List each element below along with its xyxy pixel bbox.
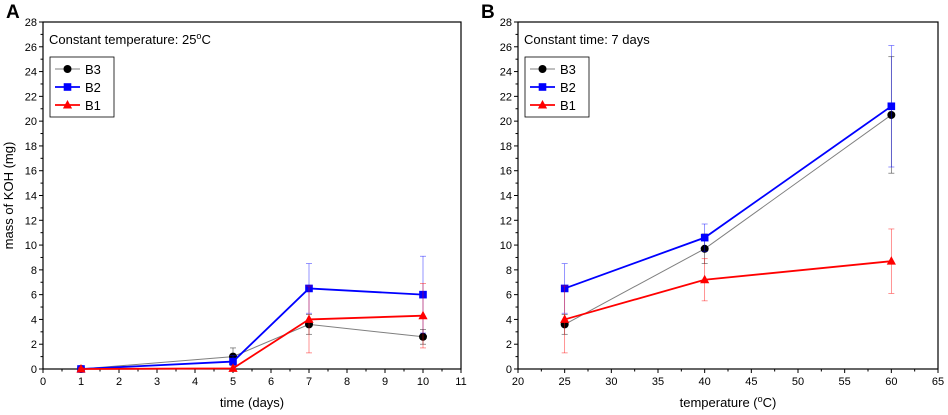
legend-label: B3: [85, 62, 101, 77]
legend-marker: [63, 83, 72, 91]
y-tick-label: 14: [25, 191, 37, 203]
x-tick-label: 6: [268, 376, 274, 388]
y-tick-label: 8: [506, 265, 512, 277]
legend: B3 B2 B1: [49, 56, 115, 118]
y-tick-label: 0: [31, 364, 37, 376]
x-tick-label: 55: [839, 376, 851, 388]
data-point-b2: [887, 102, 896, 111]
x-tick-label: 11: [455, 376, 466, 388]
x-tick-label: 5: [230, 376, 236, 388]
x-tick-label: 20: [512, 376, 524, 388]
y-tick-label: 14: [500, 191, 512, 203]
series-b3: [560, 56, 896, 335]
series-b1: [76, 283, 428, 373]
y-tick-label: 16: [25, 166, 37, 178]
y-tick-label: 28: [500, 17, 512, 29]
legend-label: B2: [560, 80, 576, 95]
x-tick-label: 1: [78, 376, 84, 388]
legend-marker: [538, 83, 547, 91]
data-point-b1: [700, 274, 710, 284]
y-tick-label: 20: [25, 116, 37, 128]
legend: B3 B2 B1: [524, 56, 590, 118]
x-tick-label: 0: [40, 376, 46, 388]
x-tick-label: 8: [344, 376, 350, 388]
legend-marker: [62, 100, 73, 109]
y-tick-label: 22: [500, 91, 512, 103]
x-tick-label: 3: [154, 376, 160, 388]
data-point-b2: [229, 357, 237, 366]
x-tick-label: 65: [932, 376, 944, 388]
y-tick-label: 0: [506, 364, 512, 376]
data-point-b1: [76, 364, 86, 373]
data-point-b1: [886, 256, 896, 265]
legend-label: B2: [85, 80, 101, 95]
x-tick-label: 60: [885, 376, 897, 388]
x-tick-label: 9: [382, 376, 388, 388]
legend-label: B1: [560, 98, 576, 113]
legend-label: B1: [85, 98, 101, 113]
y-tick-label: 24: [500, 67, 512, 79]
x-tick-label: 2: [116, 376, 122, 388]
y-tick-label: 6: [31, 290, 37, 302]
y-tick-label: 16: [500, 166, 512, 178]
legend-marker: [537, 100, 548, 109]
panel-annotation: Constant time: 7 days: [524, 32, 650, 47]
x-tick-label: 4: [192, 376, 198, 388]
data-point-b1: [560, 314, 570, 323]
x-tick-label: 50: [792, 376, 804, 388]
legend-label: B3: [560, 62, 576, 77]
x-tick-label: 40: [699, 376, 711, 388]
y-tick-label: 10: [500, 240, 512, 252]
x-tick-label: 10: [417, 376, 429, 388]
y-tick-label: 10: [25, 240, 37, 252]
series-b1: [560, 228, 896, 354]
y-tick-label: 26: [25, 42, 37, 54]
y-tick-label: 28: [25, 17, 37, 29]
series-line-b2: [564, 105, 892, 290]
series-line-b2: [80, 287, 424, 370]
series-b2: [560, 45, 896, 314]
data-point-b2: [700, 233, 709, 242]
x-axis-label: time (days): [220, 395, 284, 410]
y-tick-label: 6: [506, 290, 512, 302]
y-tick-label: 24: [25, 67, 37, 79]
x-tick-label: 35: [652, 376, 664, 388]
chart-panel-a: A0 1 2 3 4 5 6 7 8 9 10 110246810121416182022242628…: [1, 2, 467, 410]
x-tick-label: 7: [306, 376, 312, 388]
data-point-b1: [304, 314, 314, 323]
y-tick-label: 26: [500, 42, 512, 54]
x-tick-label: 30: [605, 376, 617, 388]
y-tick-label: 22: [25, 91, 37, 103]
y-tick-label: 2: [31, 339, 37, 351]
y-tick-label: 12: [25, 215, 37, 227]
panel-annotation: Constant temperature: 25oC: [49, 31, 211, 47]
series-line-b1: [80, 314, 424, 370]
y-tick-label: 4: [31, 314, 37, 326]
panel-letter: A: [6, 2, 20, 23]
y-axis-label: mass of KOH (mg): [1, 142, 16, 250]
x-tick-label: 25: [559, 376, 571, 388]
legend-marker: [538, 65, 547, 73]
y-tick-label: 18: [500, 141, 512, 153]
legend-marker: [63, 65, 72, 73]
y-tick-label: 2: [506, 339, 512, 351]
y-tick-label: 8: [31, 265, 37, 277]
chart-panel-b: B20 25 30 35 40 45 50 55 60 650246810121416182022…: [481, 2, 944, 410]
series-line-b3: [80, 323, 424, 370]
panel-letter: B: [481, 2, 495, 23]
x-axis-label: temperature (oC): [680, 394, 777, 410]
y-tick-label: 18: [25, 141, 37, 153]
y-tick-label: 12: [500, 215, 512, 227]
y-tick-label: 20: [500, 116, 512, 128]
x-tick-label: 45: [745, 376, 757, 388]
data-point-b1: [228, 363, 238, 372]
data-point-b1: [418, 310, 428, 320]
y-tick-label: 4: [506, 314, 512, 326]
series-line-b3: [564, 114, 892, 325]
